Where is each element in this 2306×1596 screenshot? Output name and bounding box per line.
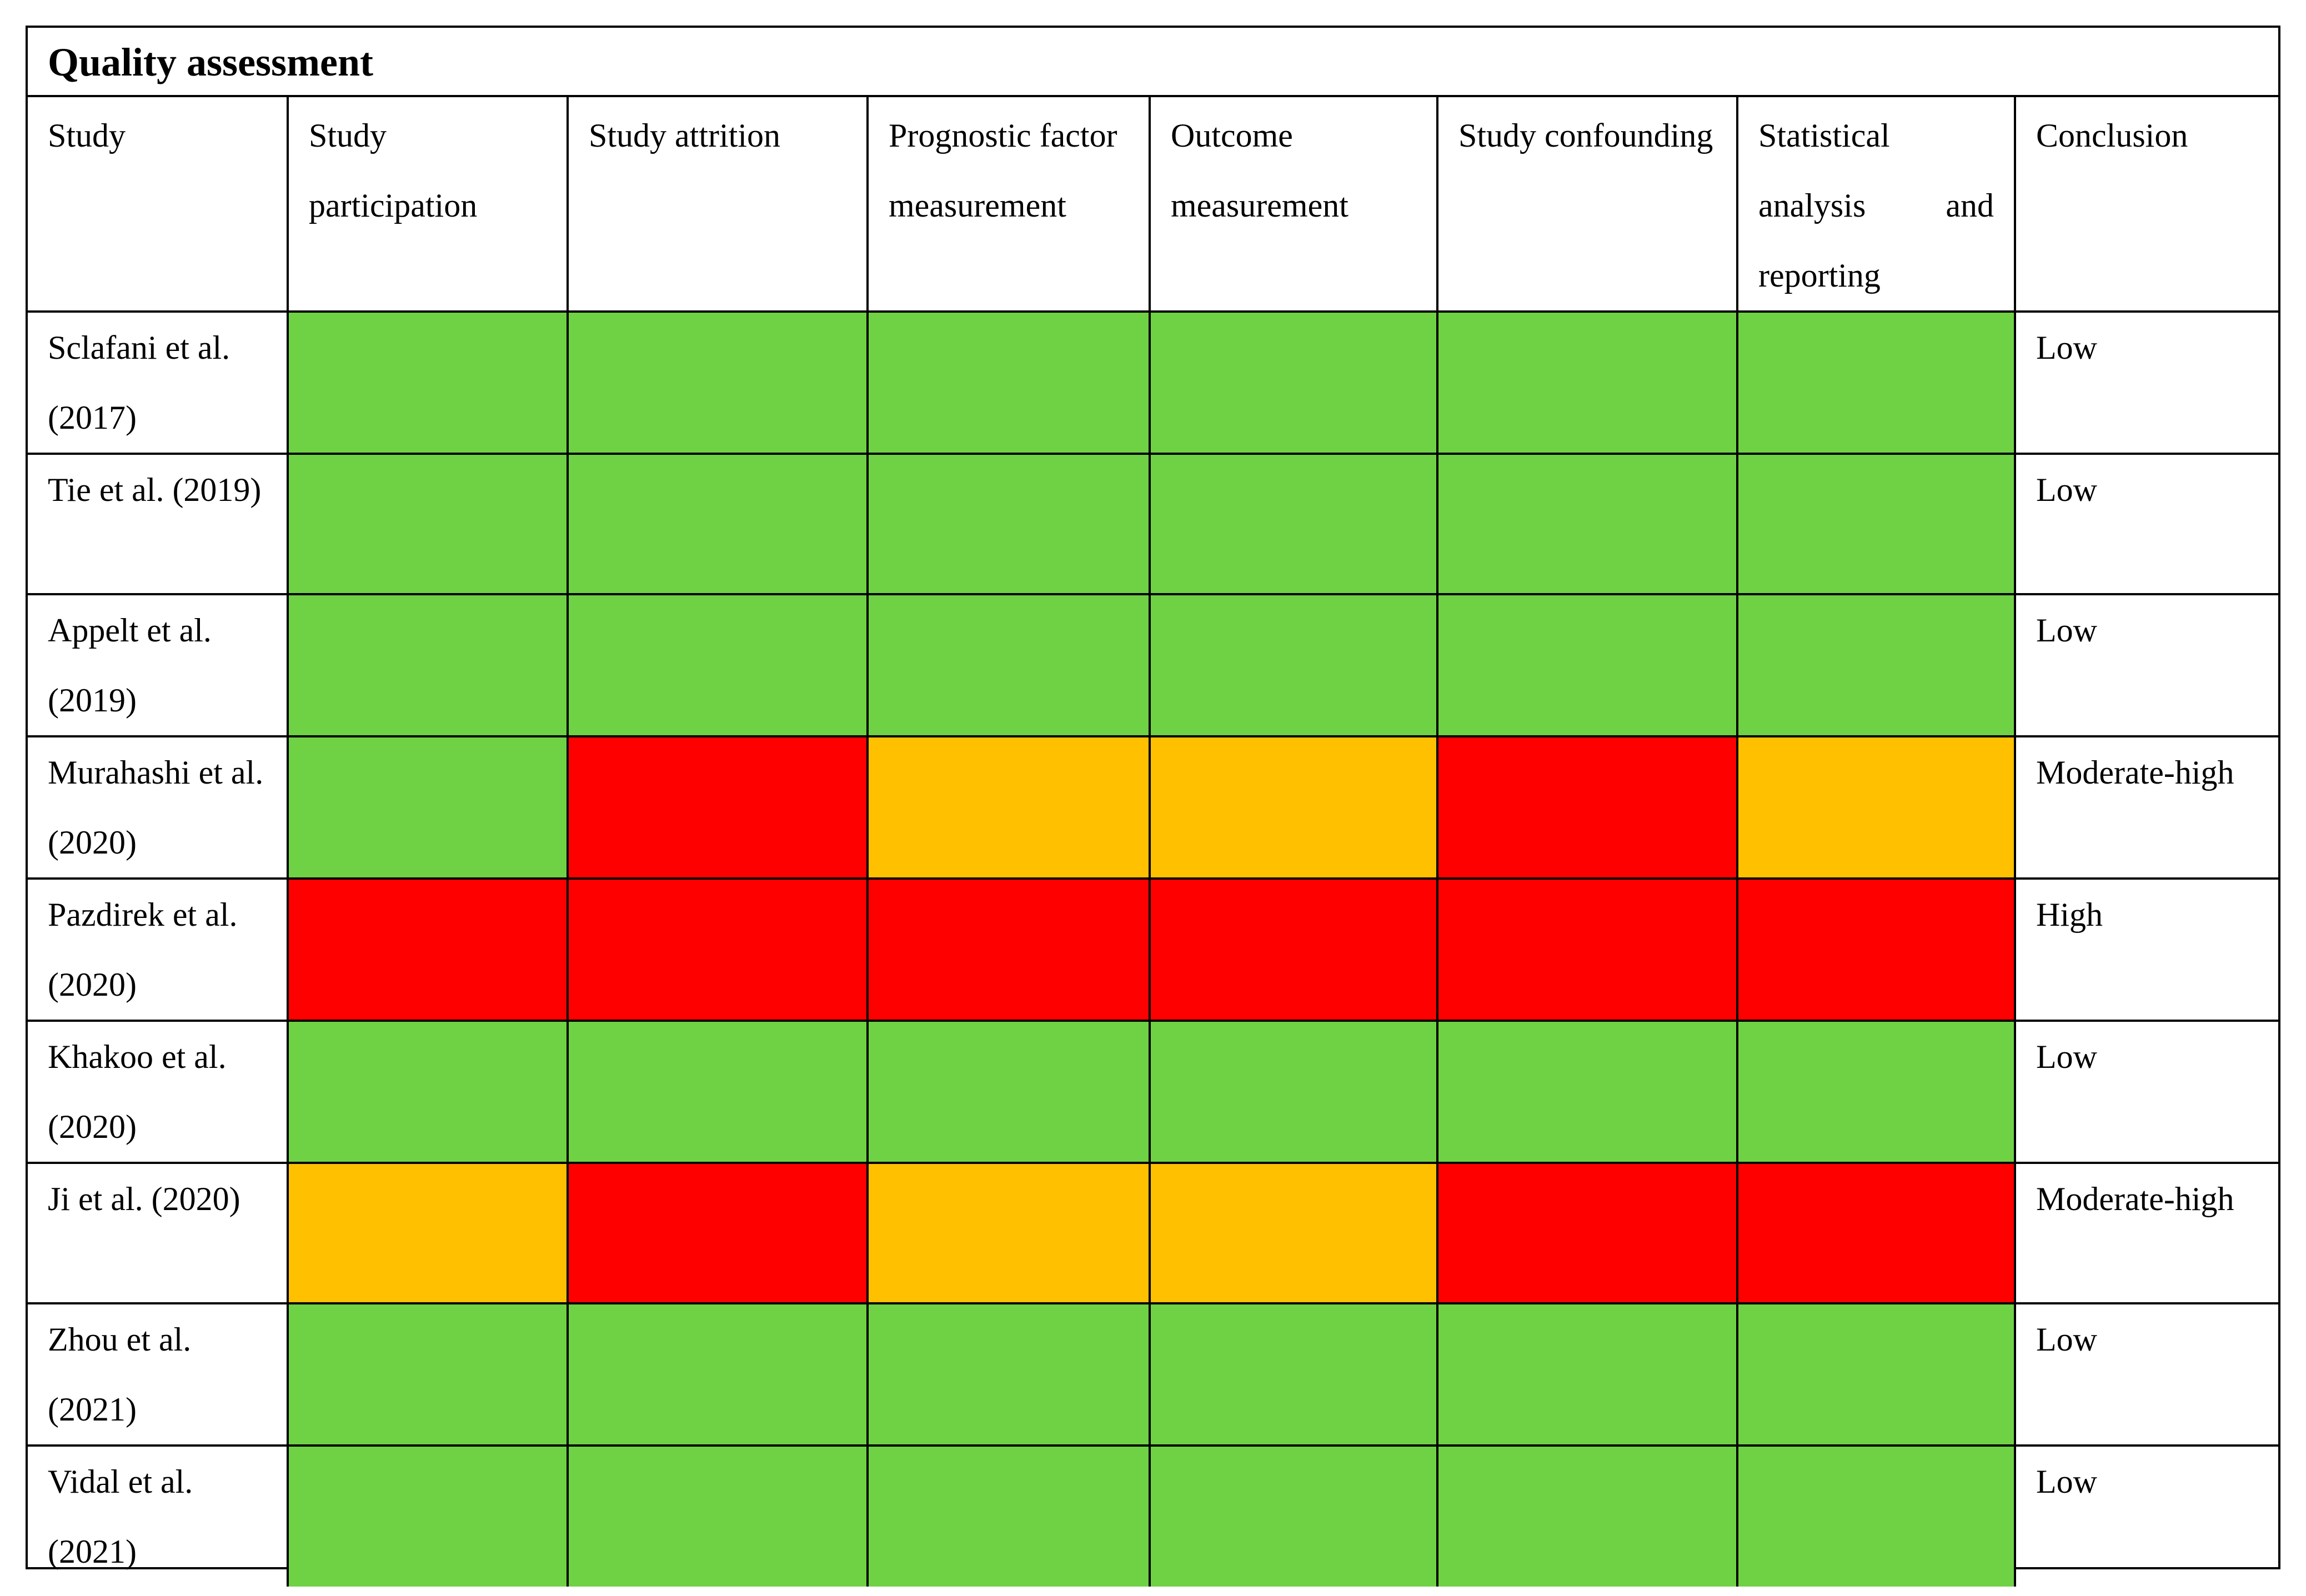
study-name-cell: Vidal et al. (2021) [28,1444,289,1587]
header-row: Study Study participation Study attritio… [28,97,2278,313]
rating-cell-study-attrition-low [567,1444,869,1587]
rating-cell-statistical-analysis-low [1736,1020,2016,1164]
rating-cell-prognostic-factor-measurement-low [866,453,1151,595]
rating-cell-statistical-analysis-low [1736,1302,2016,1447]
header-conclusion: Conclusion [2014,97,2278,313]
header-stat-line-2: analysis and [1758,170,1994,240]
rating-cell-study-confounding-low [1436,312,1738,455]
conclusion-cell: Low [2014,1020,2278,1164]
header-statistical-analysis: Statistical analysis and reporting [1736,97,2016,313]
conclusion-cell: Low [2014,453,2278,595]
conclusion-cell: Low [2014,312,2278,455]
rating-cell-statistical-analysis-low [1736,312,2016,455]
rating-cell-study-confounding-low [1436,1020,1738,1164]
rating-cell-statistical-analysis-moderate [1736,735,2016,880]
header-stat-line-3: reporting [1758,257,1881,294]
study-name-cell: Appelt et al. (2019) [28,593,289,737]
rating-cell-study-attrition-low [567,593,869,737]
rating-cell-statistical-analysis-low [1736,1444,2016,1587]
rating-cell-outcome-measurement-high [1149,877,1438,1022]
rating-cell-prognostic-factor-measurement-high [866,877,1151,1022]
study-name-cell: Tie et al. (2019) [28,453,289,595]
rating-cell-outcome-measurement-moderate [1149,1162,1438,1304]
conclusion-cell: Low [2014,1444,2278,1587]
rating-cell-study-confounding-low [1436,1302,1738,1447]
table-row: Khakoo et al. (2020) Low [28,1020,2278,1164]
header-stat-word-and: and [1946,187,1994,224]
rating-cell-study-confounding-low [1436,1444,1738,1587]
rating-cell-study-confounding-high [1436,877,1738,1022]
rating-cell-outcome-measurement-low [1149,1302,1438,1447]
rating-cell-statistical-analysis-high [1736,1162,2016,1304]
rating-cell-study-attrition-low [567,453,869,595]
rating-cell-study-confounding-high [1436,1162,1738,1304]
header-study-confounding: Study confounding [1436,97,1738,313]
conclusion-cell: Moderate-high [2014,735,2278,880]
rating-cell-study-participation-low [287,593,569,737]
conclusion-cell: Low [2014,593,2278,737]
rating-cell-study-participation-low [287,1302,569,1447]
rating-cell-study-attrition-low [567,1302,869,1447]
rating-cell-outcome-measurement-low [1149,312,1438,455]
rating-cell-outcome-measurement-low [1149,1444,1438,1587]
rating-cell-prognostic-factor-measurement-moderate [866,735,1151,880]
table-row: Appelt et al. (2019) Low [28,593,2278,737]
rating-cell-study-confounding-high [1436,735,1738,880]
conclusion-cell: High [2014,877,2278,1022]
rating-cell-prognostic-factor-measurement-low [866,312,1151,455]
study-name-cell: Zhou et al. (2021) [28,1302,289,1447]
study-name-cell: Sclafani et al. (2017) [28,312,289,455]
rating-cell-outcome-measurement-low [1149,593,1438,737]
header-prognostic-factor-measurement: Prognostic factor measurement [866,97,1151,313]
rating-cell-study-participation-low [287,735,569,880]
table-row: Murahashi et al. (2020) Moderate-high [28,735,2278,880]
conclusion-cell: Low [2014,1302,2278,1447]
study-name-cell: Khakoo et al. (2020) [28,1020,289,1164]
study-name-cell: Murahashi et al. (2020) [28,735,289,880]
header-outcome-measurement: Outcome measurement [1149,97,1438,313]
rating-cell-study-attrition-low [567,312,869,455]
table-row: Zhou et al. (2021) Low [28,1302,2278,1447]
rating-cell-outcome-measurement-moderate [1149,735,1438,880]
rating-cell-study-participation-high [287,877,569,1022]
table-title: Quality assessment [28,28,2278,97]
table-row: Vidal et al. (2021) Low [28,1444,2278,1587]
table-row: Tie et al. (2019) Low [28,453,2278,595]
header-study-attrition: Study attrition [567,97,869,313]
table-row: Sclafani et al. (2017) Low [28,312,2278,455]
rating-cell-study-attrition-low [567,1020,869,1164]
rating-cell-study-confounding-low [1436,593,1738,737]
header-stat-line-1: Statistical [1758,117,1890,154]
rating-cell-prognostic-factor-measurement-moderate [866,1162,1151,1304]
rating-cell-study-attrition-high [567,877,869,1022]
rating-cell-outcome-measurement-low [1149,1020,1438,1164]
assessment-grid: Study Study participation Study attritio… [28,97,2278,1587]
rating-cell-study-participation-low [287,453,569,595]
quality-assessment-table: Quality assessment Study Study participa… [26,26,2280,1587]
study-name-cell: Ji et al. (2020) [28,1162,289,1304]
rating-cell-prognostic-factor-measurement-low [866,1302,1151,1447]
rating-cell-prognostic-factor-measurement-low [866,1444,1151,1587]
rating-cell-study-confounding-low [1436,453,1738,595]
rating-cell-study-attrition-high [567,735,869,880]
header-study-participation: Study participation [287,97,569,313]
header-stat-word-analysis: analysis [1758,187,1866,224]
header-study: Study [28,97,289,313]
rating-cell-study-participation-low [287,1444,569,1587]
rating-cell-study-participation-low [287,1020,569,1164]
rating-cell-statistical-analysis-low [1736,453,2016,595]
rating-cell-study-attrition-high [567,1162,869,1304]
rating-cell-prognostic-factor-measurement-low [866,1020,1151,1164]
conclusion-cell: Moderate-high [2014,1162,2278,1304]
rating-cell-statistical-analysis-high [1736,877,2016,1022]
study-name-cell: Pazdirek et al. (2020) [28,877,289,1022]
rating-cell-outcome-measurement-low [1149,453,1438,595]
rating-cell-statistical-analysis-low [1736,593,2016,737]
rating-cell-study-participation-low [287,312,569,455]
rating-cell-study-participation-moderate [287,1162,569,1304]
table-row: Ji et al. (2020) Moderate-high [28,1162,2278,1304]
table-row: Pazdirek et al. (2020) High [28,877,2278,1022]
rating-cell-prognostic-factor-measurement-low [866,593,1151,737]
